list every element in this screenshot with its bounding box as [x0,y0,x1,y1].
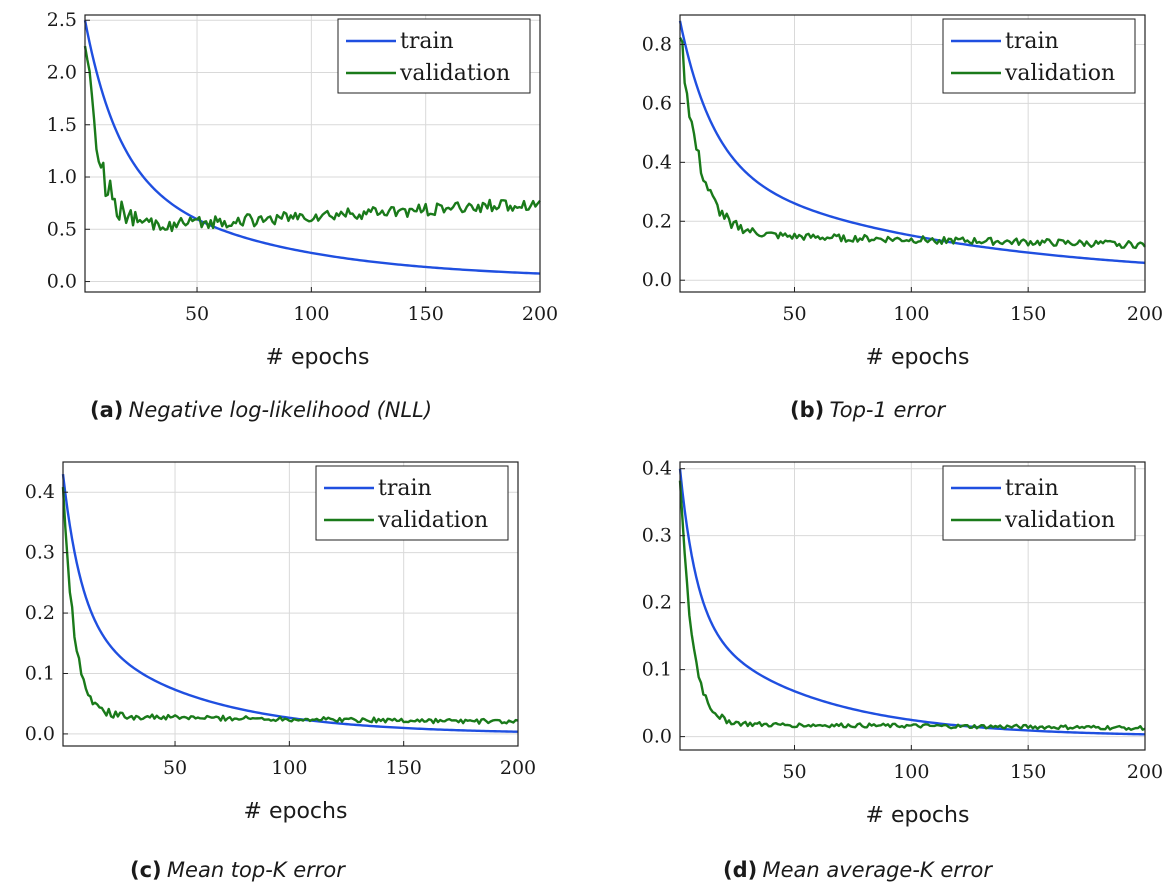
series-line-validation [678,480,1146,731]
series-line-validation [83,45,541,233]
plot-frame [679,461,1146,751]
x-tick-label: 150 [1010,303,1046,325]
y-tick-label: 0.0 [642,726,672,748]
y-tick-label: 0.0 [25,723,55,745]
series-line-validation [61,486,519,725]
y-tick-label: 0.4 [642,151,672,173]
x-tick-label: 200 [522,303,558,325]
y-tick-label: 0.8 [642,33,672,55]
x-tick-label: 100 [893,303,929,325]
y-tick-label: 0.3 [642,525,672,547]
caption-b: (b) Top-1 error [790,398,945,423]
y-tick-label: 0.4 [642,458,672,480]
x-axis-label: # epochs [266,345,370,370]
x-tick-label: 50 [185,303,209,325]
legend-label-train: train [1005,476,1059,501]
legend-label-validation: validation [1004,61,1115,86]
chart-2: 50 100 150 200 0.0 0.1 0.2 0.3 0.4 # epochs train v… [25,461,536,824]
y-tick-label: 0.2 [642,210,672,232]
caption-a-text: Negative log-likelihood (NLL) [128,398,433,422]
x-tick-label: 200 [1127,303,1163,325]
y-tick-label: 0.3 [25,542,55,564]
x-tick-label: 100 [893,761,929,783]
plot-frame [679,14,1146,293]
y-tick-label: 0.4 [25,481,55,503]
plot-frame [84,14,541,293]
legend-label-validation: validation [1004,508,1115,533]
caption-b-label: (b) [790,398,825,422]
x-tick-label: 150 [1010,761,1046,783]
caption-a-label: (a) [90,398,124,422]
legend-box [942,18,1136,94]
caption-d: (d) Mean average-K error [723,858,992,883]
caption-c: (c) Mean top-K error [130,858,345,883]
y-tick-label: 2.0 [47,61,77,83]
legend-box [942,465,1136,541]
caption-c-text: Mean top-K error [166,858,345,882]
legend-label-train: train [1005,29,1059,54]
caption-a: (a) Negative log-likelihood (NLL) [90,398,432,423]
x-axis-label: # epochs [866,345,970,370]
series-line-train [678,20,1146,265]
legend-label-train: train [378,476,432,501]
legend-box [337,18,531,94]
legend-label-train: train [400,29,454,54]
caption-b-text: Top-1 error [829,398,946,422]
caption-c-label: (c) [130,858,162,882]
series-line-validation [678,37,1146,250]
x-tick-label: 100 [293,303,329,325]
x-axis-label: # epochs [866,803,970,828]
caption-d-label: (d) [723,858,758,882]
y-tick-label: 0.2 [25,602,55,624]
legend-label-validation: validation [377,508,488,533]
x-axis-label: # epochs [244,799,348,824]
x-tick-label: 100 [271,757,307,779]
y-tick-label: 0.1 [642,659,672,681]
y-tick-label: 1.5 [47,114,77,136]
x-tick-label: 150 [408,303,444,325]
y-tick-label: 0.1 [25,662,55,684]
x-tick-label: 50 [782,761,806,783]
y-tick-label: 2.5 [47,9,77,31]
x-tick-label: 200 [500,757,536,779]
x-tick-label: 50 [163,757,187,779]
x-tick-label: 150 [386,757,422,779]
y-tick-label: 0.0 [47,271,77,293]
y-tick-label: 0.6 [642,92,672,114]
caption-d-text: Mean average-K error [762,858,993,882]
y-tick-label: 0.0 [642,269,672,291]
y-tick-label: 1.0 [47,166,77,188]
x-tick-label: 50 [782,303,806,325]
chart-3: 50 100 150 200 0.0 0.1 0.2 0.3 0.4 # epochs train v… [642,458,1163,828]
series-line-train [83,19,541,275]
y-tick-label: 0.5 [47,218,77,240]
series-line-train [61,473,519,733]
legend-box [315,465,509,541]
series-line-train [678,468,1146,736]
legend-label-validation: validation [399,61,510,86]
chart-1: 50 100 150 200 0.0 0.2 0.4 0.6 0.8 # epochs train v… [642,14,1163,370]
chart-0: 50 100 150 200 0.0 0.5 1.0 1.5 2.0 2.5 # epochs tra… [47,9,558,370]
plot-frame [62,461,519,747]
x-tick-label: 200 [1127,761,1163,783]
y-tick-label: 0.2 [642,592,672,614]
